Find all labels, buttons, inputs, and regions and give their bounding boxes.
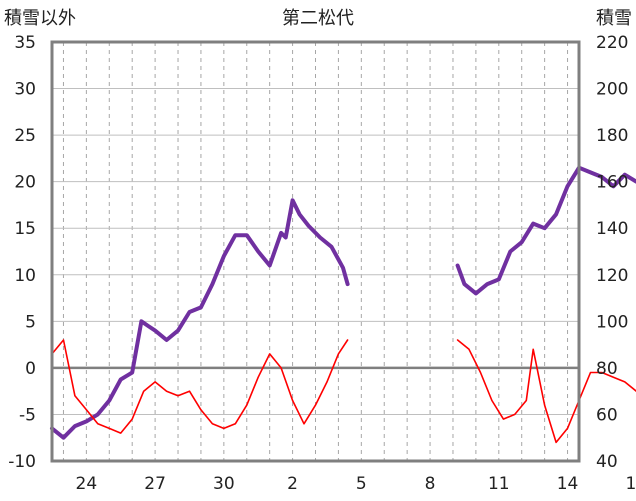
series-0-segment-0 [50, 198, 350, 440]
x-tick-6: 11 [488, 474, 510, 494]
y-right-tick-4: 140 [596, 219, 628, 239]
x-tick-3: 2 [287, 474, 298, 494]
y-right-tick-5: 120 [596, 266, 628, 286]
x-tick-2: 30 [213, 474, 235, 494]
y-left-tick-8: -5 [19, 405, 36, 425]
series-lines [50, 165, 636, 444]
x-tick-5: 8 [425, 474, 436, 494]
y-left-tick-2: 25 [14, 126, 36, 146]
y-right-tick-7: 80 [596, 359, 618, 379]
chart-title: 第二松代 [282, 8, 354, 29]
grid-lines [52, 41, 579, 462]
y-left-tick-9: -10 [8, 452, 36, 472]
y-left-tick-1: 30 [14, 80, 36, 100]
y-right-label: 積雪 [596, 8, 632, 29]
y-right-tick-2: 180 [596, 126, 628, 146]
y-left-tick-7: 0 [25, 359, 36, 379]
y-left-tick-5: 10 [14, 266, 36, 286]
series-1-segment-1 [456, 339, 636, 444]
y-left-tick-0: 35 [14, 33, 36, 53]
x-tick-0: 24 [76, 474, 98, 494]
y-right-tick-1: 200 [596, 80, 628, 100]
y-left-tick-3: 20 [14, 173, 36, 193]
y-left-label: 積雪以外 [4, 8, 76, 29]
y-right-tick-9: 40 [596, 452, 618, 472]
y-left-tick-6: 5 [25, 312, 36, 332]
y-right-tick-0: 220 [596, 33, 628, 53]
y-right-tick-3: 160 [596, 173, 628, 193]
tick-labels: 35302520151050-5-10220200180160140120100… [8, 33, 636, 494]
series-1-segment-0 [51, 339, 349, 434]
x-tick-7: 14 [557, 474, 579, 494]
plot-frame [50, 40, 581, 463]
y-right-tick-8: 60 [596, 405, 618, 425]
series-0-segment-1 [455, 165, 636, 296]
y-left-tick-4: 15 [14, 219, 36, 239]
x-tick-8: 17 [625, 474, 636, 494]
x-tick-4: 5 [356, 474, 367, 494]
x-tick-1: 27 [144, 474, 166, 494]
y-right-tick-6: 100 [596, 312, 628, 332]
